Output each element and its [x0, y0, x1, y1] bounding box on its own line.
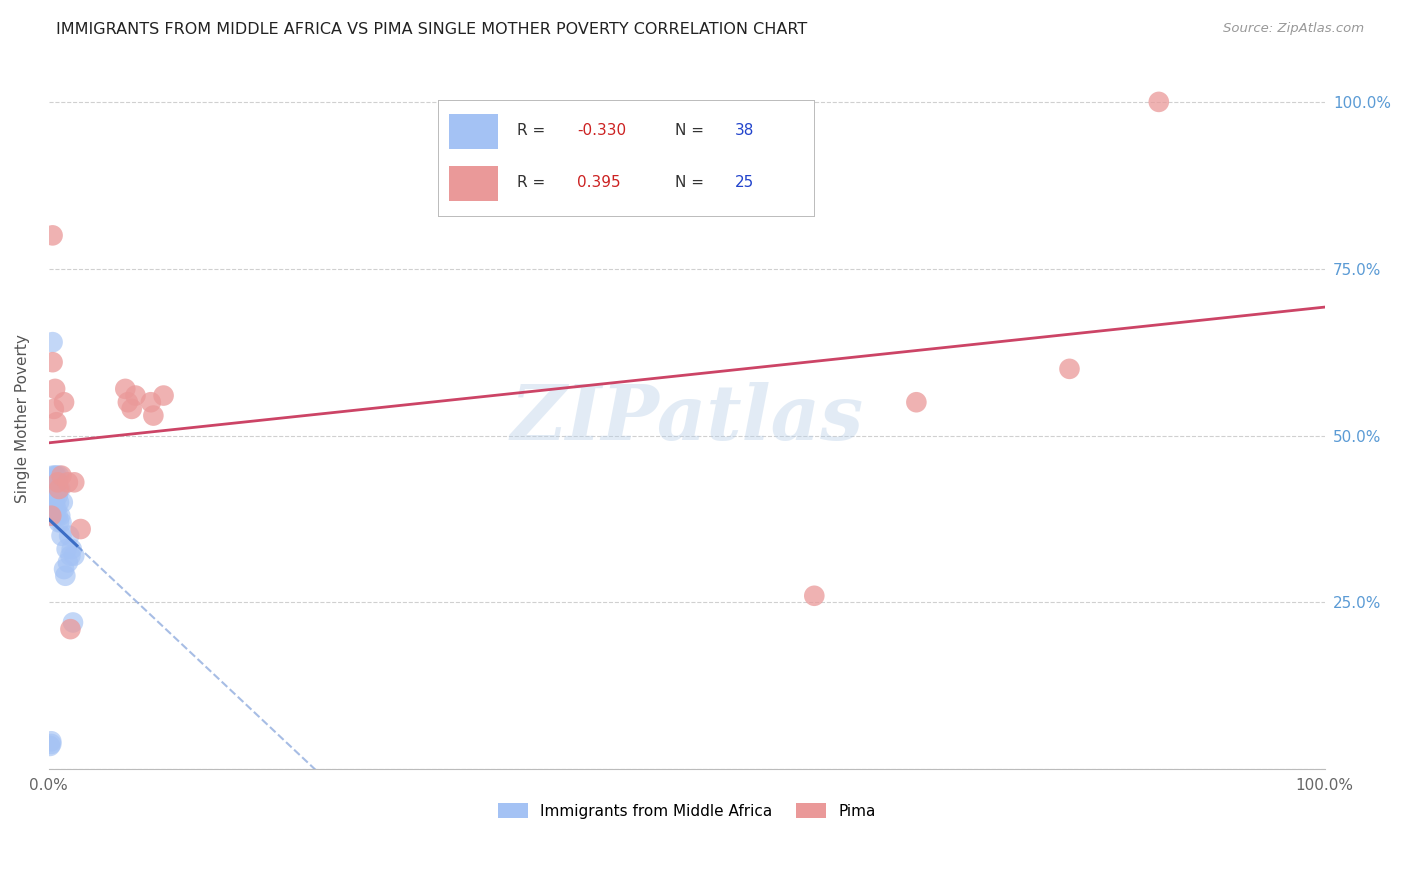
Legend: Immigrants from Middle Africa, Pima: Immigrants from Middle Africa, Pima: [492, 797, 882, 825]
Point: [42, 502, 65, 516]
Point: [41, 228, 63, 243]
Point: [51, 529, 73, 543]
Point: [114, 382, 136, 396]
Point: [46, 475, 69, 490]
Point: [121, 401, 143, 416]
Point: [803, 589, 825, 603]
Point: [59, 622, 82, 636]
Text: ZIPatlas: ZIPatlas: [510, 382, 863, 456]
Point: [51, 468, 73, 483]
Point: [45, 482, 67, 496]
Point: [62, 615, 84, 630]
Point: [48, 468, 70, 483]
Point: [41, 482, 63, 496]
Point: [39, 508, 62, 523]
Point: [49, 508, 72, 523]
Point: [45, 415, 67, 429]
Point: [46, 508, 69, 523]
Point: [39, 739, 62, 753]
Point: [44, 489, 66, 503]
Point: [55, 542, 77, 557]
Point: [44, 468, 66, 483]
Y-axis label: Single Mother Poverty: Single Mother Poverty: [15, 334, 30, 503]
Point: [44, 382, 66, 396]
Point: [44, 508, 66, 523]
Point: [42, 475, 65, 490]
Point: [117, 395, 139, 409]
Point: [51, 516, 73, 530]
Point: [41, 468, 63, 483]
Point: [45, 502, 67, 516]
Point: [42, 401, 65, 416]
Point: [41, 495, 63, 509]
Point: [60, 542, 83, 557]
Point: [905, 395, 928, 409]
Point: [139, 395, 162, 409]
Point: [48, 482, 70, 496]
Point: [39, 734, 62, 748]
Point: [124, 388, 146, 402]
Point: [56, 475, 79, 490]
Point: [56, 555, 79, 569]
Point: [48, 495, 70, 509]
Point: [142, 409, 165, 423]
Text: IMMIGRANTS FROM MIDDLE AFRICA VS PIMA SINGLE MOTHER POVERTY CORRELATION CHART: IMMIGRANTS FROM MIDDLE AFRICA VS PIMA SI…: [56, 22, 807, 37]
Point: [41, 355, 63, 369]
Point: [48, 516, 70, 530]
Point: [49, 482, 72, 496]
Point: [52, 495, 75, 509]
Point: [58, 529, 80, 543]
Point: [63, 475, 86, 490]
Point: [53, 395, 76, 409]
Point: [39, 737, 62, 751]
Point: [44, 495, 66, 509]
Text: Source: ZipAtlas.com: Source: ZipAtlas.com: [1223, 22, 1364, 36]
Point: [53, 562, 76, 576]
Point: [41, 335, 63, 350]
Point: [46, 489, 69, 503]
Point: [69, 522, 91, 536]
Point: [42, 482, 65, 496]
Point: [59, 549, 82, 563]
Point: [53, 568, 76, 582]
Point: [46, 475, 69, 490]
Point: [44, 475, 66, 490]
Point: [152, 388, 174, 402]
Point: [1059, 362, 1081, 376]
Point: [45, 468, 67, 483]
Point: [63, 549, 86, 563]
Point: [1147, 95, 1170, 109]
